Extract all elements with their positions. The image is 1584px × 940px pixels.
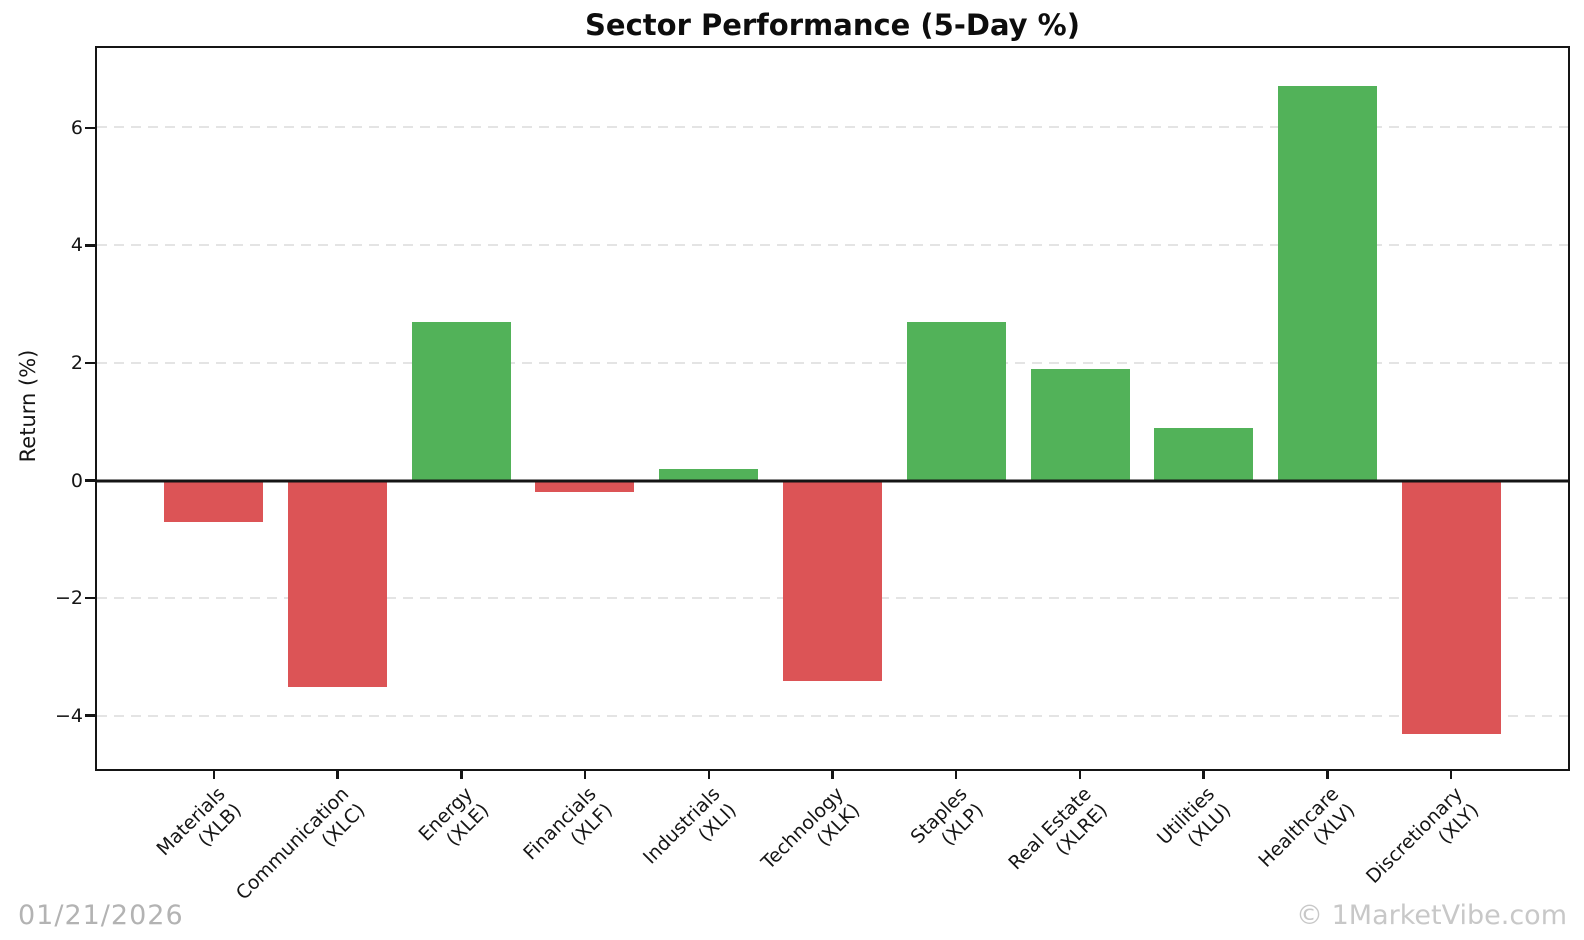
x-tick-label-xli: Industrials (XLI) bbox=[639, 783, 742, 886]
y-tick-mark--4 bbox=[85, 714, 95, 717]
x-tick-label-xlf: Financials (XLF) bbox=[519, 783, 617, 881]
y-tick-label--2: −2 bbox=[54, 587, 83, 610]
x-tick-mark-xlv bbox=[1326, 768, 1329, 779]
bar-xlv bbox=[1278, 86, 1378, 481]
x-tick-label-xly: Discretionary (XLY) bbox=[1362, 783, 1484, 905]
y-tick-label-0: 0 bbox=[70, 469, 83, 492]
x-tick-mark-xlre bbox=[1078, 768, 1082, 779]
x-tick-mark-xle bbox=[460, 768, 463, 779]
bar-xlp bbox=[906, 321, 1006, 481]
y-tick-label--4: −4 bbox=[54, 704, 83, 727]
y-tick-mark-2 bbox=[85, 361, 95, 365]
brand-watermark: © 1MarketVibe.com bbox=[1296, 900, 1567, 931]
x-tick-mark-xlu bbox=[1202, 768, 1205, 779]
chart-title: Sector Performance (5-Day %) bbox=[585, 8, 1080, 42]
x-tick-mark-xli bbox=[707, 768, 710, 779]
y-tick-mark-4 bbox=[85, 244, 95, 247]
x-tick-mark-xlk bbox=[831, 768, 834, 779]
gridline-y-6 bbox=[97, 126, 1568, 129]
bar-xli bbox=[659, 468, 759, 481]
gridline-y-4 bbox=[97, 244, 1568, 247]
x-tick-label-xlre: Real Estate (XLRE) bbox=[1004, 783, 1112, 891]
gridline-y-2 bbox=[97, 361, 1568, 364]
y-tick-mark--2 bbox=[85, 596, 95, 600]
x-tick-mark-xlb bbox=[212, 768, 216, 779]
zero-line bbox=[97, 479, 1568, 483]
x-tick-label-xlc: Communication (XLC) bbox=[232, 783, 370, 921]
bar-xly bbox=[1402, 480, 1502, 734]
x-tick-mark-xlf bbox=[583, 768, 587, 779]
x-tick-label-xlp: Staples (XLP) bbox=[907, 783, 989, 865]
x-tick-mark-xly bbox=[1449, 768, 1453, 779]
bars-layer bbox=[97, 48, 1568, 769]
plot-area bbox=[95, 46, 1570, 771]
bar-xlf bbox=[535, 480, 635, 493]
x-tick-label-xlb: Materials (XLB) bbox=[152, 783, 246, 877]
bar-xle bbox=[411, 321, 511, 481]
bar-xlre bbox=[1030, 368, 1130, 481]
x-tick-mark-xlc bbox=[336, 768, 339, 779]
x-tick-label-xle: Energy (XLE) bbox=[414, 783, 494, 863]
bar-xlk bbox=[782, 480, 883, 681]
y-tick-mark-0 bbox=[85, 479, 95, 482]
y-tick-label-6: 6 bbox=[70, 116, 83, 139]
x-tick-label-xlv: Healthcare (XLV) bbox=[1254, 783, 1360, 889]
gridline-y--4 bbox=[97, 715, 1568, 718]
date-watermark: 01/21/2026 bbox=[18, 900, 184, 931]
x-tick-label-xlk: Technology (XLK) bbox=[757, 783, 865, 891]
y-tick-label-4: 4 bbox=[70, 234, 83, 257]
bar-xlc bbox=[287, 480, 387, 687]
y-tick-label-2: 2 bbox=[70, 351, 83, 374]
x-tick-mark-xlp bbox=[954, 768, 958, 779]
bar-xlu bbox=[1154, 427, 1254, 481]
y-tick-mark-6 bbox=[85, 126, 95, 130]
x-tick-label-xlu: Utilities (XLU) bbox=[1153, 783, 1236, 866]
zero-line-layer bbox=[97, 48, 1568, 769]
bar-xlb bbox=[163, 480, 263, 522]
